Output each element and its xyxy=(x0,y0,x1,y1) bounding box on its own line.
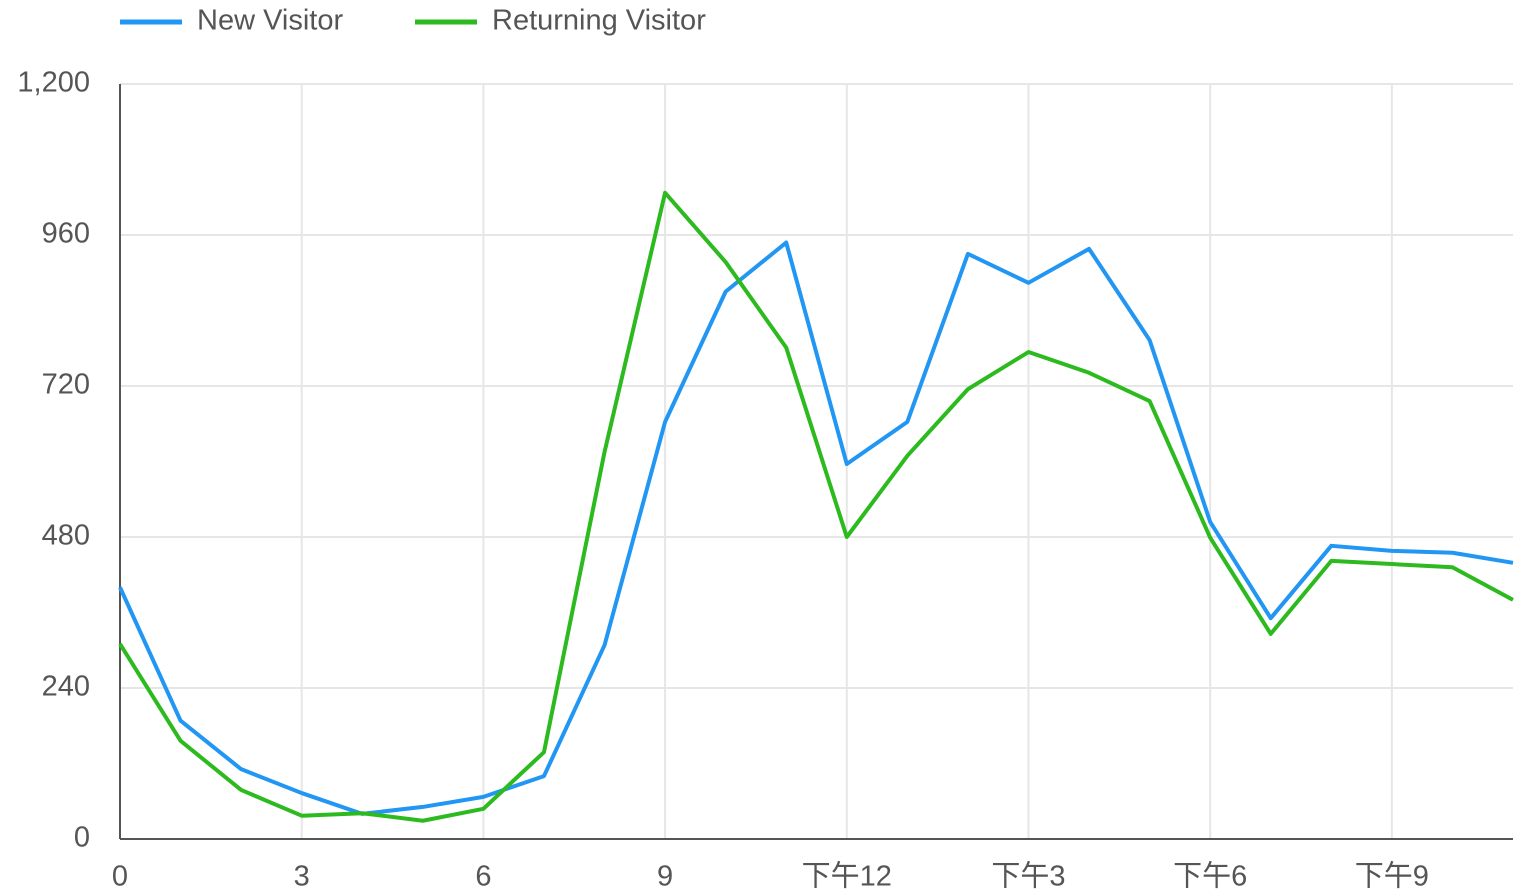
y-tick-label: 720 xyxy=(42,369,90,401)
x-tick-label: 下午9 xyxy=(1355,860,1429,893)
y-tick-label: 960 xyxy=(42,218,90,250)
legend-label: New Visitor xyxy=(197,5,343,37)
series-line xyxy=(118,190,1514,823)
y-tick-label: 0 xyxy=(74,822,90,854)
x-tick-label: 下午12 xyxy=(802,860,892,893)
x-tick-label: 9 xyxy=(657,861,673,893)
series-line xyxy=(118,240,1514,816)
legend-label: Returning Visitor xyxy=(492,5,706,37)
y-tick-label: 480 xyxy=(42,520,90,552)
x-tick-label: 下午3 xyxy=(991,860,1065,893)
y-tick-label: 1,200 xyxy=(17,67,90,99)
x-tick-label: 0 xyxy=(112,861,128,893)
x-tick-label: 6 xyxy=(475,861,491,893)
y-tick-label: 240 xyxy=(42,671,90,703)
x-tick-label: 3 xyxy=(294,861,310,893)
x-tick-label: 下午6 xyxy=(1173,860,1247,893)
